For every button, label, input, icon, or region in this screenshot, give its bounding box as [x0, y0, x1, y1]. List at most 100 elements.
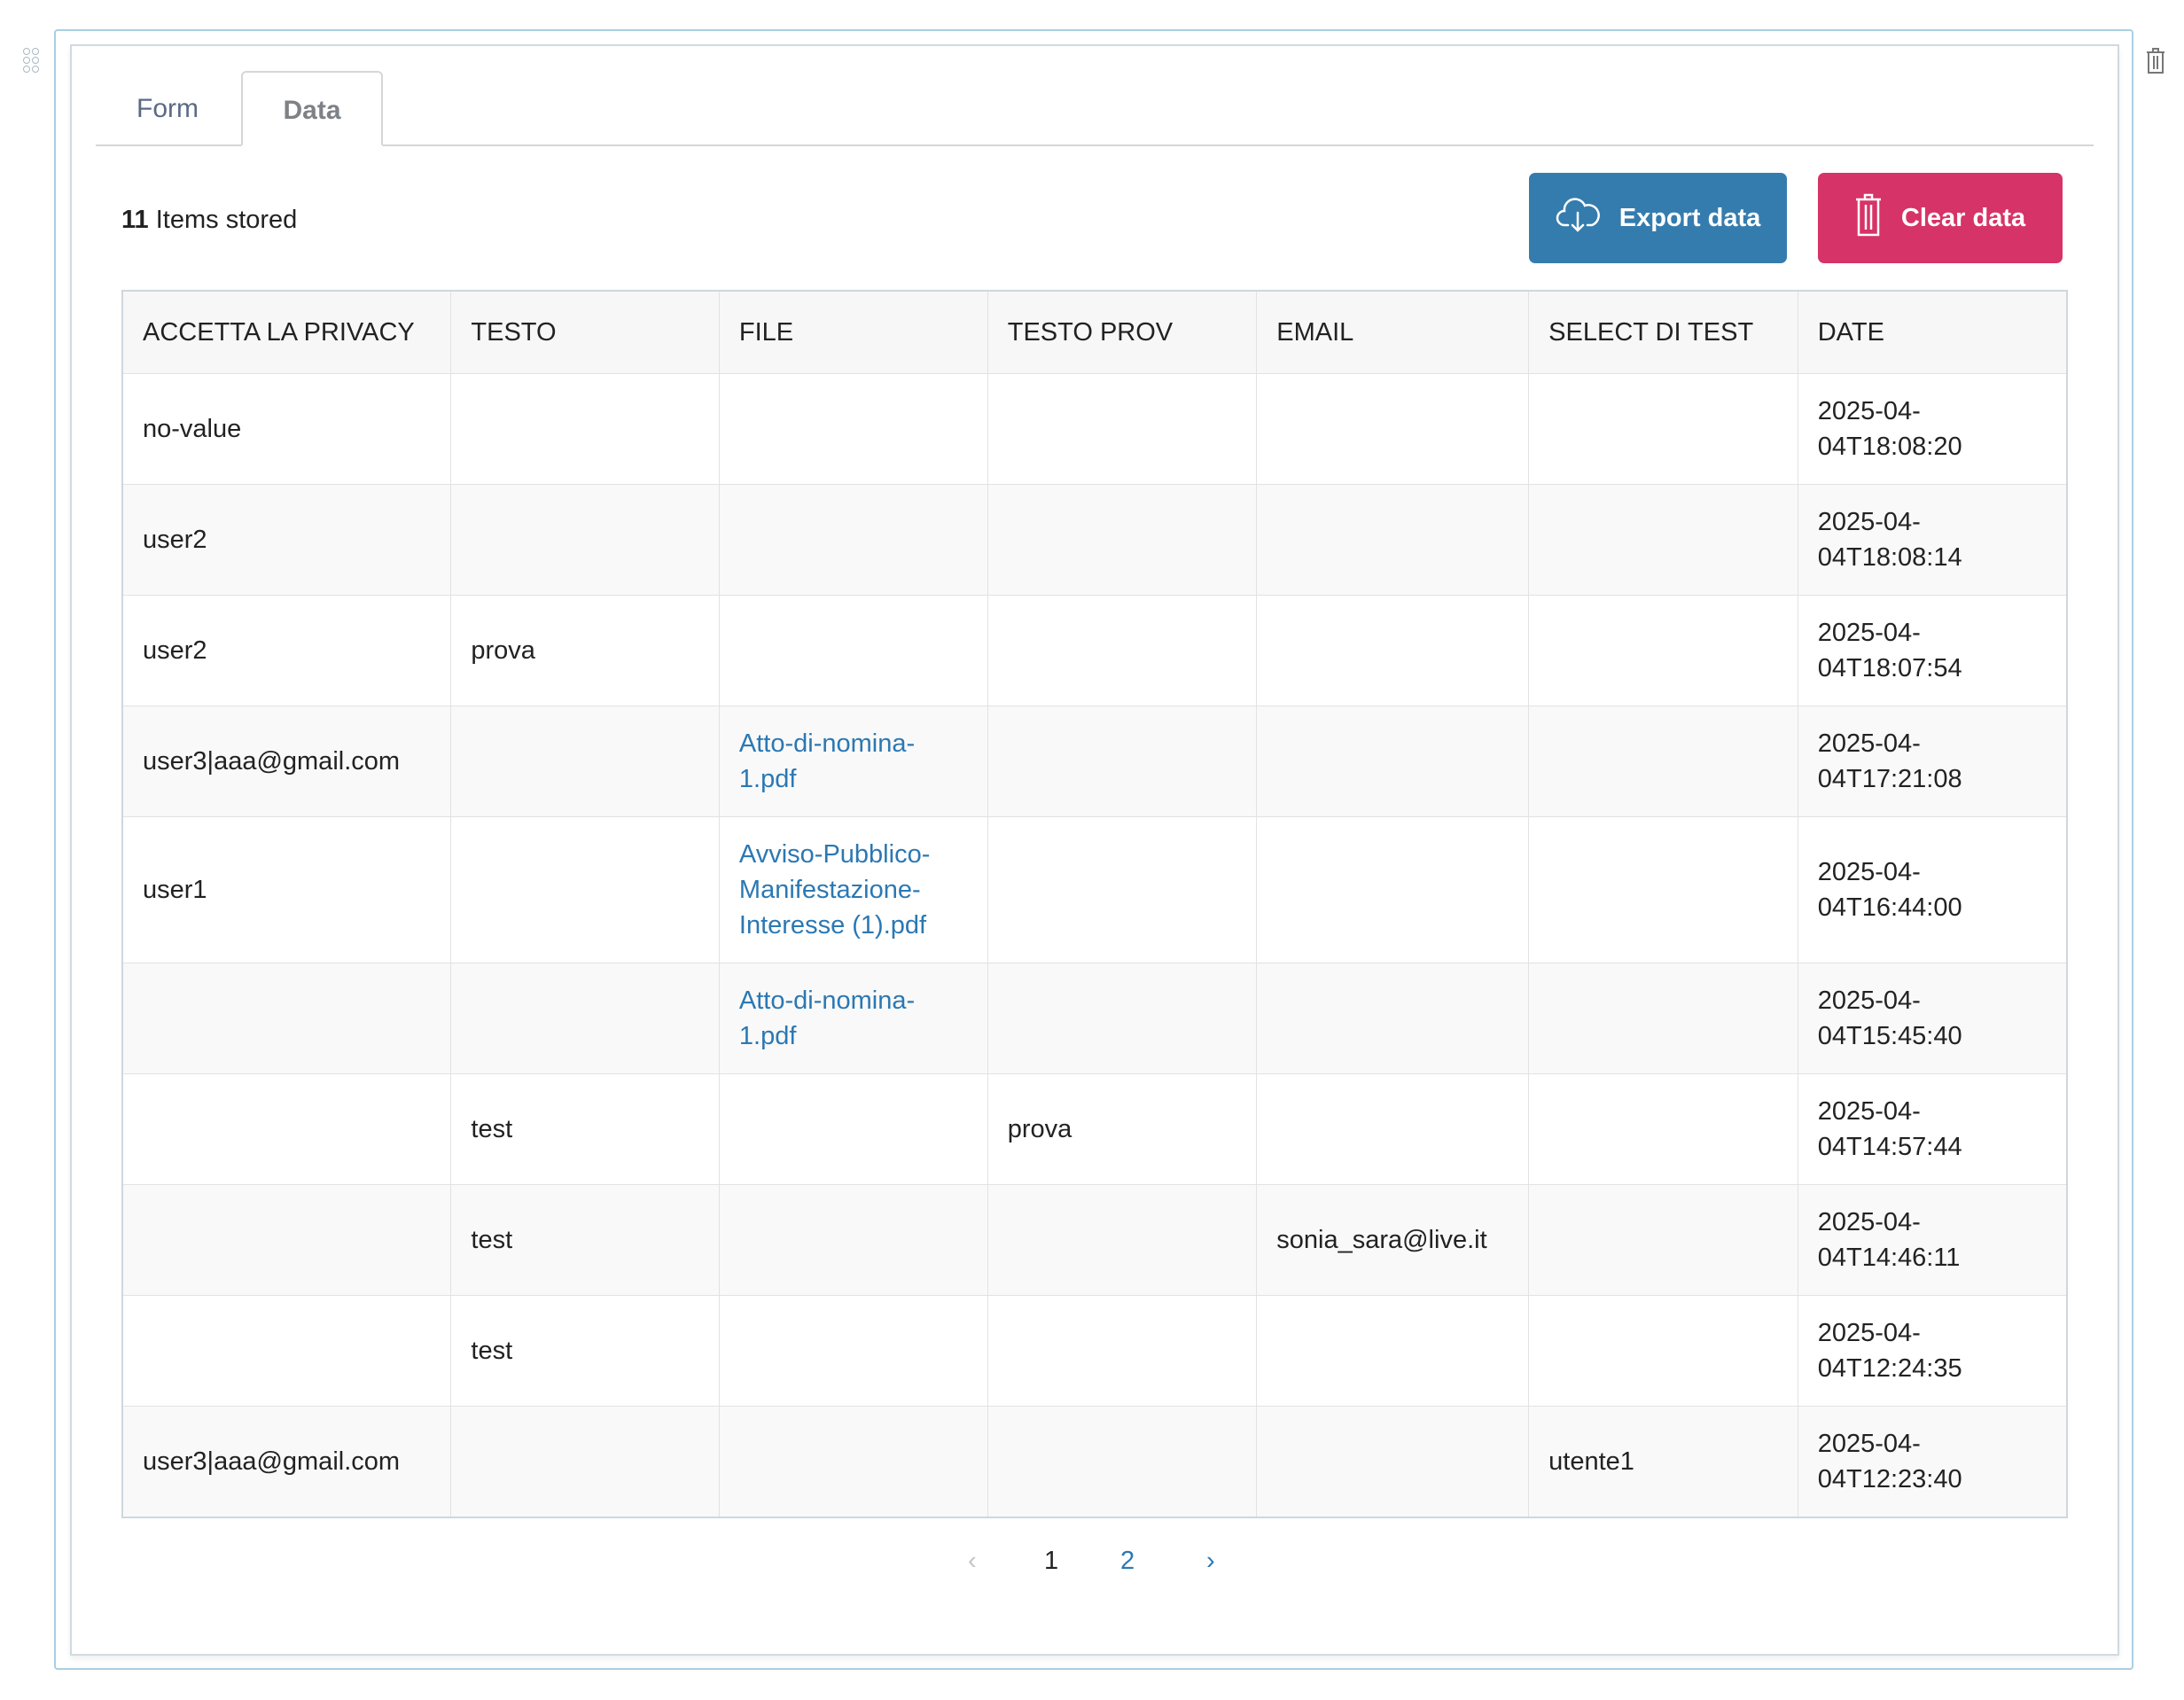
table-cell	[1528, 1295, 1798, 1407]
file-link[interactable]: Avviso-Pubblico-Manifestazione-Interesse…	[738, 840, 931, 940]
table-row: test prova 2025-04-04T14:57:44	[121, 1073, 2068, 1185]
tab-data[interactable]: Data	[241, 71, 383, 146]
table-cell	[121, 1073, 452, 1185]
table-cell: test	[450, 1073, 720, 1185]
table-row: no-value 2025-04-04T18:08:20	[121, 373, 2068, 485]
table-cell	[987, 373, 1258, 485]
table-row: test sonia_sara@live.it 2025-04-04T14:46:1…	[121, 1184, 2068, 1296]
data-table: ACCETTA LA PRIVACY TESTO FILE TESTO PROV EMA…	[121, 290, 2068, 1518]
clear-data-button[interactable]: Clear data	[1818, 173, 2063, 263]
table-cell	[987, 706, 1258, 817]
table-cell	[1528, 1184, 1798, 1296]
delete-block-icon[interactable]	[2145, 46, 2166, 74]
table-row: user3|aaa@gmail.com Atto-di-nomina-1.pdf 2…	[121, 706, 2068, 817]
export-data-button[interactable]: Export data	[1529, 173, 1787, 263]
table-row: test 2025-04-04T12:24:35	[121, 1295, 2068, 1407]
table-cell	[1528, 1073, 1798, 1185]
table-cell	[718, 1184, 988, 1296]
table-cell	[987, 1406, 1258, 1518]
drag-handle-icon[interactable]	[23, 48, 41, 74]
items-stored-count: 11 Items stored	[121, 206, 297, 235]
table-cell	[121, 1184, 452, 1296]
column-header: DATE	[1797, 290, 2068, 374]
column-header: FILE	[718, 290, 988, 374]
table-cell	[718, 1073, 988, 1185]
table-cell	[1528, 595, 1798, 706]
column-header: TESTO	[450, 290, 720, 374]
table-cell	[1528, 963, 1798, 1074]
table-cell	[450, 816, 720, 963]
column-header: TESTO PROV	[987, 290, 1258, 374]
tab-divider	[96, 144, 2094, 146]
file-link[interactable]: Atto-di-nomina-1.pdf	[738, 729, 916, 793]
prev-page-button[interactable]: ‹	[968, 1547, 977, 1575]
table-cell	[1256, 706, 1530, 817]
table-cell	[987, 484, 1258, 596]
form-block	[54, 29, 2133, 1670]
column-header: ACCETTA LA PRIVACY	[121, 290, 452, 374]
table-cell: user2	[121, 595, 452, 706]
next-page-button[interactable]: ›	[1206, 1547, 1215, 1575]
table-header-row: ACCETTA LA PRIVACY TESTO FILE TESTO PROV EMA…	[121, 290, 2068, 374]
table-cell	[1528, 816, 1798, 963]
table-cell	[987, 1295, 1258, 1407]
items-stored-label: Items stored	[155, 206, 298, 234]
tab-form[interactable]: Form	[136, 94, 199, 123]
table-cell	[450, 706, 720, 817]
table-cell	[987, 595, 1258, 706]
clear-data-label: Clear data	[1900, 203, 2026, 232]
table-cell: 2025-04-04T14:46:11	[1797, 1184, 2068, 1296]
table-cell	[1256, 1406, 1530, 1518]
table-cell	[450, 484, 720, 596]
table-cell: 2025-04-04T14:57:44	[1797, 1073, 2068, 1185]
table-cell: user2	[121, 484, 452, 596]
table-cell	[1256, 1073, 1530, 1185]
table-cell: 2025-04-04T16:44:00	[1797, 816, 2068, 963]
cloud-download-icon	[1556, 195, 1600, 241]
table-cell	[1256, 595, 1530, 706]
data-panel	[70, 44, 2119, 1656]
table-cell: 2025-04-04T18:08:14	[1797, 484, 2068, 596]
table-cell	[121, 963, 452, 1074]
table-cell	[718, 595, 988, 706]
table-cell	[1256, 816, 1530, 963]
table-cell: prova	[987, 1073, 1258, 1185]
table-cell	[718, 1295, 988, 1407]
file-link[interactable]: Atto-di-nomina-1.pdf	[738, 986, 916, 1050]
column-header: EMAIL	[1256, 290, 1530, 374]
table-cell: 2025-04-04T18:07:54	[1797, 595, 2068, 706]
table-cell	[450, 963, 720, 1074]
page-2-button[interactable]: 2	[1120, 1547, 1135, 1575]
table-cell: 2025-04-04T12:24:35	[1797, 1295, 2068, 1407]
table-cell: Avviso-Pubblico-Manifestazione-Interesse…	[718, 816, 988, 963]
table-cell: test	[450, 1295, 720, 1407]
table-cell: user3|aaa@gmail.com	[121, 706, 452, 817]
table-cell: user3|aaa@gmail.com	[121, 1406, 452, 1518]
table-row: user2 prova 2025-04-04T18:07:54	[121, 595, 2068, 706]
table-row: Atto-di-nomina-1.pdf 2025-04-04T15:45:40	[121, 963, 2068, 1074]
table-cell: 2025-04-04T15:45:40	[1797, 963, 2068, 1074]
table-cell: 2025-04-04T17:21:08	[1797, 706, 2068, 817]
table-cell: sonia_sara@live.it	[1256, 1184, 1530, 1296]
table-cell	[121, 1295, 452, 1407]
table-cell: prova	[450, 595, 720, 706]
table-cell: Atto-di-nomina-1.pdf	[718, 963, 988, 1074]
table-cell: user1	[121, 816, 452, 963]
page-1-button[interactable]: 1	[1044, 1547, 1059, 1575]
table-row: user2 2025-04-04T18:08:14	[121, 484, 2068, 596]
table-cell	[1256, 963, 1530, 1074]
column-header: SELECT DI TEST	[1528, 290, 1798, 374]
table-cell: Atto-di-nomina-1.pdf	[718, 706, 988, 817]
item-count: 11	[121, 206, 149, 234]
table-cell	[450, 1406, 720, 1518]
table-cell	[1528, 373, 1798, 485]
table-cell	[987, 963, 1258, 1074]
table-cell: 2025-04-04T12:23:40	[1797, 1406, 2068, 1518]
table-cell: 2025-04-04T18:08:20	[1797, 373, 2068, 485]
table-cell: test	[450, 1184, 720, 1296]
table-cell	[718, 373, 988, 485]
table-cell	[1256, 373, 1530, 485]
table-cell: no-value	[121, 373, 452, 485]
table-cell	[450, 373, 720, 485]
table-row: user1 Avviso-Pubblico-Manifestazione-Inte…	[121, 816, 2068, 963]
